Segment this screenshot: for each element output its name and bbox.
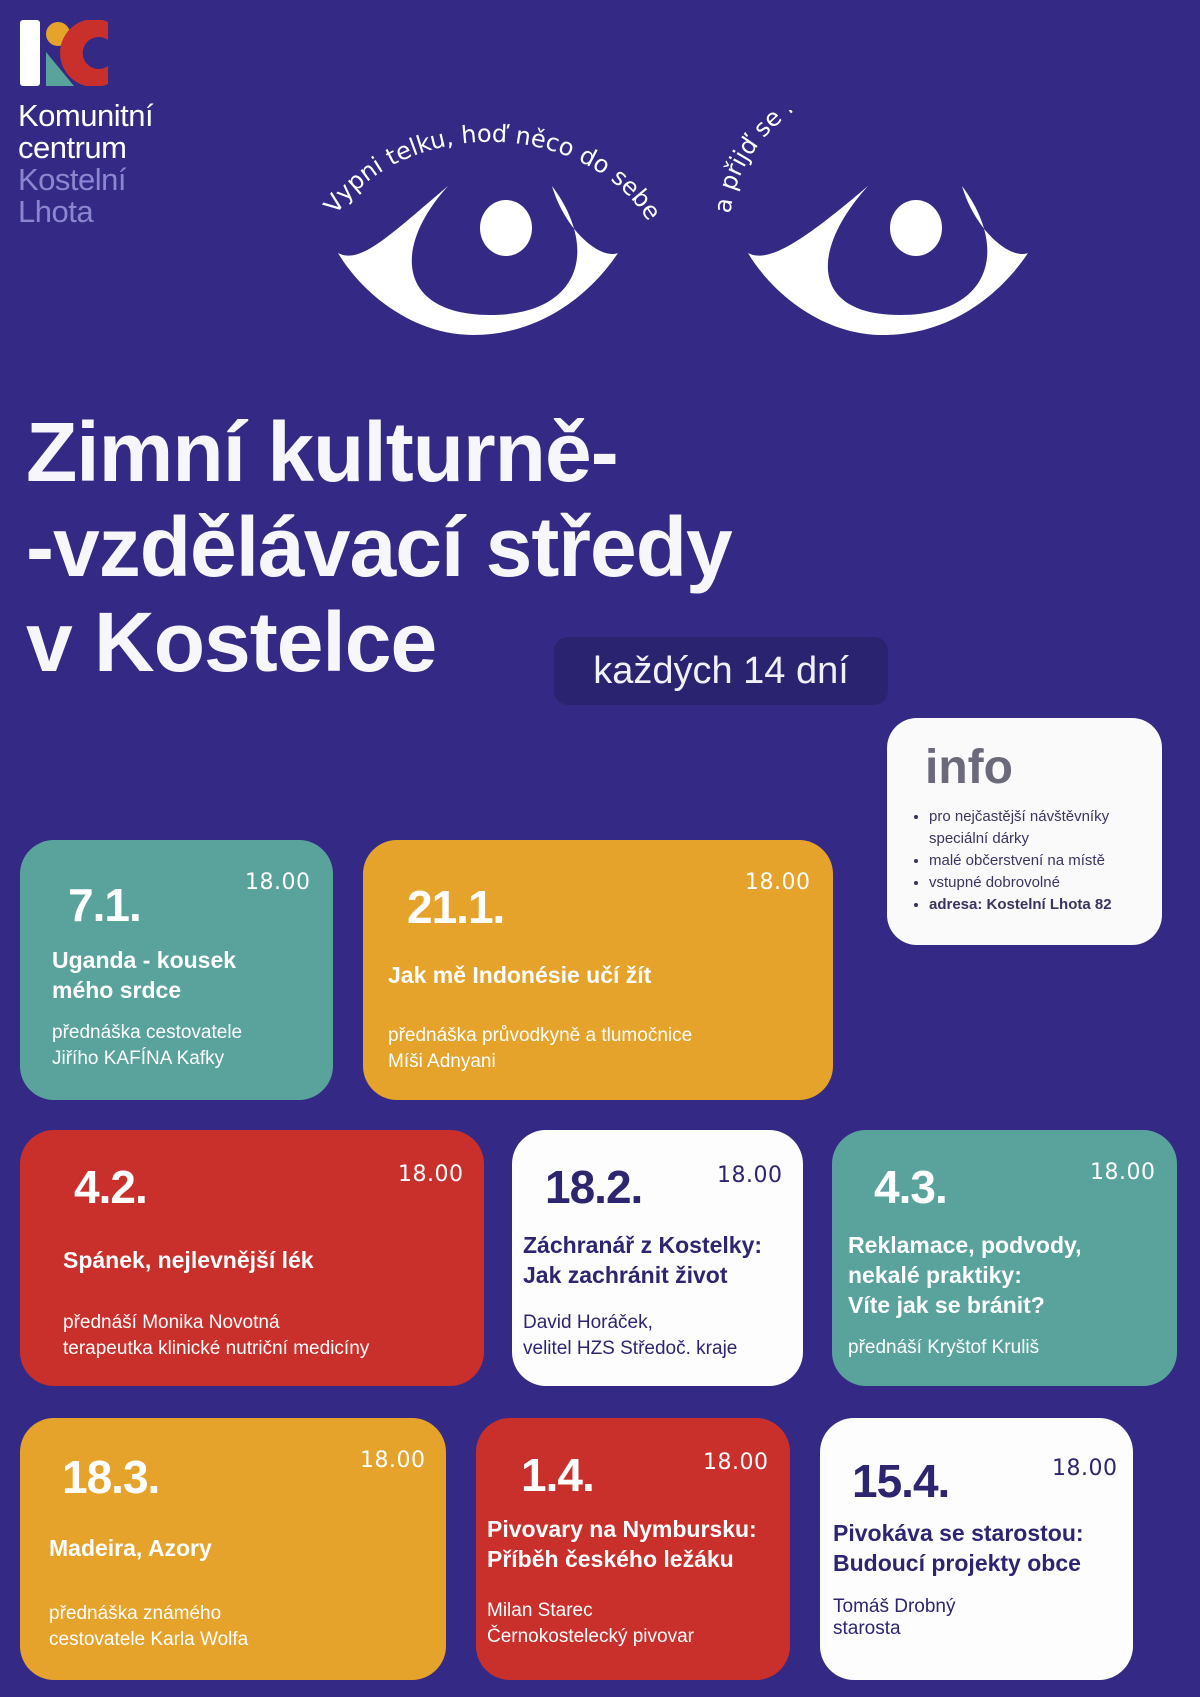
event-card: 4.3. 18.00 Reklamace, podvody, nekalé pr… <box>832 1130 1177 1386</box>
event-date: 7.1. <box>68 879 142 931</box>
event-speaker: přednáší Monika Novotná terapeutka klini… <box>63 1312 370 1359</box>
info-box: info pro nejčastější návštěvníky speciál… <box>887 718 1162 945</box>
org-name-line1: Komunitní <box>18 98 154 133</box>
event-time: 18.00 <box>1052 1456 1118 1481</box>
event-title: Záchranář z Kostelky: Jak zachránit živo… <box>523 1232 763 1288</box>
event-speaker: Milan Starec Černokostelecký pivovar <box>487 1600 694 1647</box>
title-line1: Zimní kulturně- <box>26 405 619 499</box>
event-card: 21.1. 18.00 Jak mě Indonésie učí žít pře… <box>363 840 833 1100</box>
organization-name: Komunitní centrum Kostelní Lhota <box>18 98 154 229</box>
title-line3: v Kostelce <box>26 595 437 689</box>
event-card: 1.4. 18.00 Pivovary na Nymbursku: Příběh… <box>476 1418 790 1680</box>
org-name-line4: Lhota <box>18 194 94 229</box>
event-speaker: David Horáček, velitel HZS Středoč. kraj… <box>523 1312 738 1359</box>
event-title: Uganda - kousek mého srdce <box>52 947 237 1003</box>
info-item: malé občerstvení na místě <box>929 850 1169 872</box>
logo-mark <box>20 18 110 88</box>
event-speaker: Tomáš Drobný starosta <box>833 1596 956 1639</box>
event-card: 7.1. 18.00 Uganda - kousek mého srdce př… <box>20 840 333 1100</box>
info-list: pro nejčastější návštěvníky speciální dá… <box>915 806 1169 916</box>
info-heading: info <box>925 741 1013 794</box>
event-time: 18.00 <box>717 1163 783 1188</box>
event-time: 18.00 <box>245 870 311 895</box>
event-date: 15.4. <box>852 1455 950 1507</box>
event-date: 1.4. <box>521 1449 595 1501</box>
left-eye-icon <box>338 186 618 335</box>
event-time: 18.00 <box>398 1162 464 1187</box>
event-title: Reklamace, podvody, nekalé praktiky: Vít… <box>848 1232 1082 1318</box>
page-title: Zimní kulturně- -vzdělávací středy v Kos… <box>26 405 733 690</box>
event-card: 4.2. 18.00 Spánek, nejlevnější lék předn… <box>20 1130 484 1386</box>
event-title: Jak mě Indonésie učí žít <box>388 962 652 988</box>
event-title: Pivovary na Nymbursku: Příběh českého le… <box>487 1516 757 1572</box>
event-date: 18.3. <box>62 1451 160 1503</box>
event-card: 15.4. 18.00 Pivokáva se starostou: Budou… <box>820 1418 1133 1680</box>
event-date: 4.3. <box>874 1161 948 1213</box>
event-title: Pivokáva se starostou: Budoucí projekty … <box>833 1520 1084 1576</box>
info-item-address: adresa: Kostelní Lhota 82 <box>929 894 1169 916</box>
event-time: 18.00 <box>1090 1160 1156 1185</box>
event-date: 21.1. <box>407 881 505 933</box>
info-item: vstupné dobrovolné <box>929 872 1169 894</box>
event-title: Spánek, nejlevnější lék <box>63 1247 314 1273</box>
event-time: 18.00 <box>360 1448 426 1473</box>
event-card: 18.3. 18.00 Madeira, Azory přednáška zná… <box>20 1418 446 1680</box>
kc-logo-icon <box>20 18 108 88</box>
event-date: 4.2. <box>74 1161 148 1213</box>
org-name-line2: centrum <box>18 130 127 165</box>
event-speaker: přednáška známého cestovatele Karla Wolf… <box>49 1603 249 1650</box>
frequency-badge: každých 14 dní <box>554 637 888 705</box>
event-date: 18.2. <box>545 1161 643 1213</box>
event-speaker: přednáška cestovatele Jiřího KAFÍNA Kafk… <box>52 1022 243 1069</box>
event-title: Madeira, Azory <box>49 1535 212 1561</box>
event-speaker: přednáška průvodkyně a tlumočnice Míši A… <box>388 1025 693 1072</box>
event-time: 18.00 <box>703 1450 769 1475</box>
event-speaker: přednáší Kryštof Kruliš <box>848 1337 1040 1358</box>
event-card: 18.2. 18.00 Záchranář z Kostelky: Jak za… <box>512 1130 803 1386</box>
title-line2: -vzdělávací středy <box>26 500 733 594</box>
right-eye-caption: a přijď se k nám něco dozvědět! <box>709 110 1054 215</box>
eyes-illustration: Vypni telku, hoď něco do sebe a přijď se… <box>300 47 1160 360</box>
right-eye-icon <box>748 186 1028 335</box>
event-time: 18.00 <box>745 870 811 895</box>
org-name-line3: Kostelní <box>18 162 127 197</box>
info-item: pro nejčastější návštěvníky speciální dá… <box>929 806 1169 850</box>
